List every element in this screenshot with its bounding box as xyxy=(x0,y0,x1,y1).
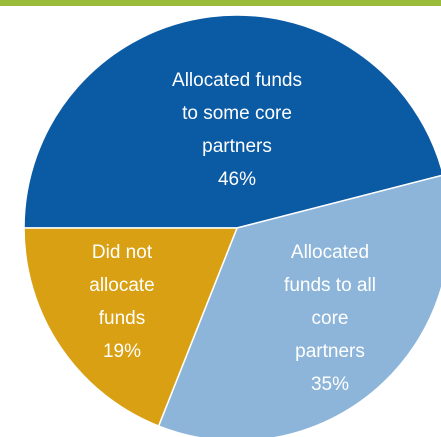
category-label: Allocated funds to some core partners xyxy=(172,70,302,157)
slice-label: Allocated funds to some core partners 46% xyxy=(172,64,302,196)
slice-label: Allocated funds to all core partners 35% xyxy=(275,236,386,401)
value-label: 46% xyxy=(217,169,257,190)
pie-slice xyxy=(23,14,441,229)
slice-label: Did not allocate funds 19% xyxy=(89,236,155,368)
top-bar xyxy=(0,0,441,6)
category-label: Did not allocate funds xyxy=(89,242,155,329)
value-label: 19% xyxy=(102,341,142,362)
category-label: Allocated funds to all core partners xyxy=(284,242,376,362)
pie-slice xyxy=(157,174,441,437)
pie-slice xyxy=(23,227,239,428)
value-label: 35% xyxy=(310,374,350,395)
